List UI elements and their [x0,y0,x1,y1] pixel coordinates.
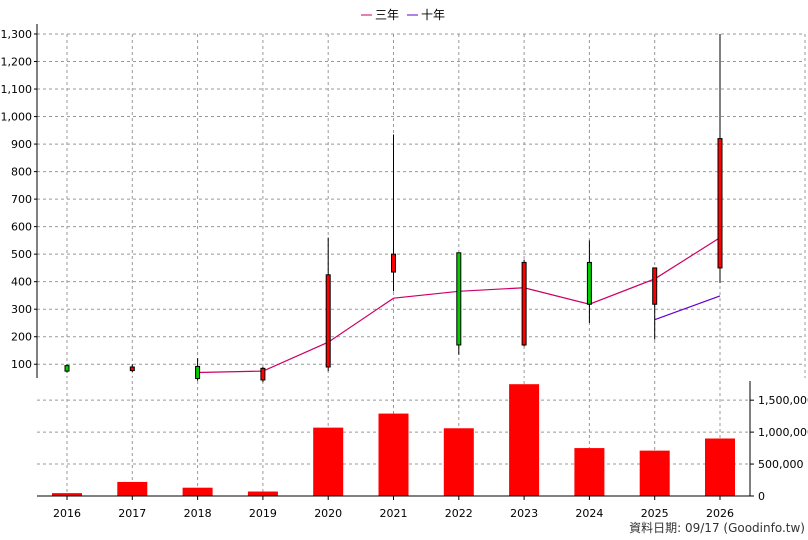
volume-bar-2019 [247,491,278,496]
candle-body-2021 [391,253,396,273]
price-tick-label: 400 [11,276,32,289]
x-tick-label: 2020 [314,507,342,520]
price-tick-label: 1,000 [1,111,33,124]
price-tick-label: 100 [11,358,32,371]
candle-body-2018 [195,365,201,380]
price-tick-label: 1,100 [1,83,33,96]
x-axis: 2016 2017 2018 2019 2020 2021 2022 2023 2024 2025… [53,496,734,520]
candle-body-2016 [64,365,70,372]
volume-bar-2018 [182,487,213,496]
x-tick-label: 2024 [575,507,603,520]
candle-body-2024 [586,261,592,305]
candle-body-2025 [652,267,658,305]
price-tick-label: 500 [11,248,32,261]
avg-line-十年 [654,295,721,321]
x-tick-label: 2023 [510,507,538,520]
price-tick-label: 300 [11,303,32,316]
volume-bar-2026 [705,438,735,496]
price-tick-label: 900 [11,138,32,151]
volume-bar-2022 [443,428,474,496]
volume-tick-label: 1,000,000 [758,426,808,439]
x-tick-label: 2016 [53,507,81,520]
price-tick-label: 1,200 [1,56,33,69]
candle-body-2017 [129,366,135,372]
volume-tick-label: 500,000 [758,458,804,471]
volume-bar-2021 [378,413,409,496]
volume-axis: 0 500,000 1,000,000 1,500,000 [750,394,808,503]
candle-body-2022 [456,252,462,346]
candles [64,34,723,383]
volume-bar-2024 [574,448,605,496]
x-tick-label: 2025 [641,507,669,520]
price-grid [37,33,806,496]
x-tick-label: 2019 [249,507,277,520]
price-tick-label: 1,300 [1,28,33,41]
x-tick-label: 2018 [184,507,212,520]
x-tick-label: 2022 [445,507,473,520]
candle-body-2023 [521,261,527,346]
volume-bar-2023 [509,384,540,496]
x-tick-label: 2026 [706,507,734,520]
volume-bar-2025 [639,450,670,496]
x-tick-label: 2017 [118,507,146,520]
price-tick-label: 200 [11,331,32,344]
volume-tick-label: 0 [758,490,765,503]
candle-body-2019 [260,367,266,381]
volume-bar-2017 [117,481,148,496]
x-tick-label: 2021 [380,507,408,520]
legend: 三年 十年 [361,8,445,22]
volume-tick-label: 1,500,000 [758,394,808,407]
volume-bar-2016 [52,493,82,496]
candle-body-2026 [717,138,723,269]
volume-bars [52,384,735,496]
price-axis: 100 200 300 400 500 600 700 800 900 1,000 1,100 1,2… [1,28,37,371]
price-tick-label: 800 [11,166,32,179]
data-date-footer: 資料日期: 09/17 (Goodinfo.tw) [629,521,805,535]
legend-label-10y: 十年 [421,8,445,22]
price-tick-label: 700 [11,193,32,206]
price-tick-label: 600 [11,221,32,234]
legend-label-3y: 三年 [375,8,399,22]
volume-bar-2020 [313,427,344,496]
candle-body-2020 [325,274,331,368]
